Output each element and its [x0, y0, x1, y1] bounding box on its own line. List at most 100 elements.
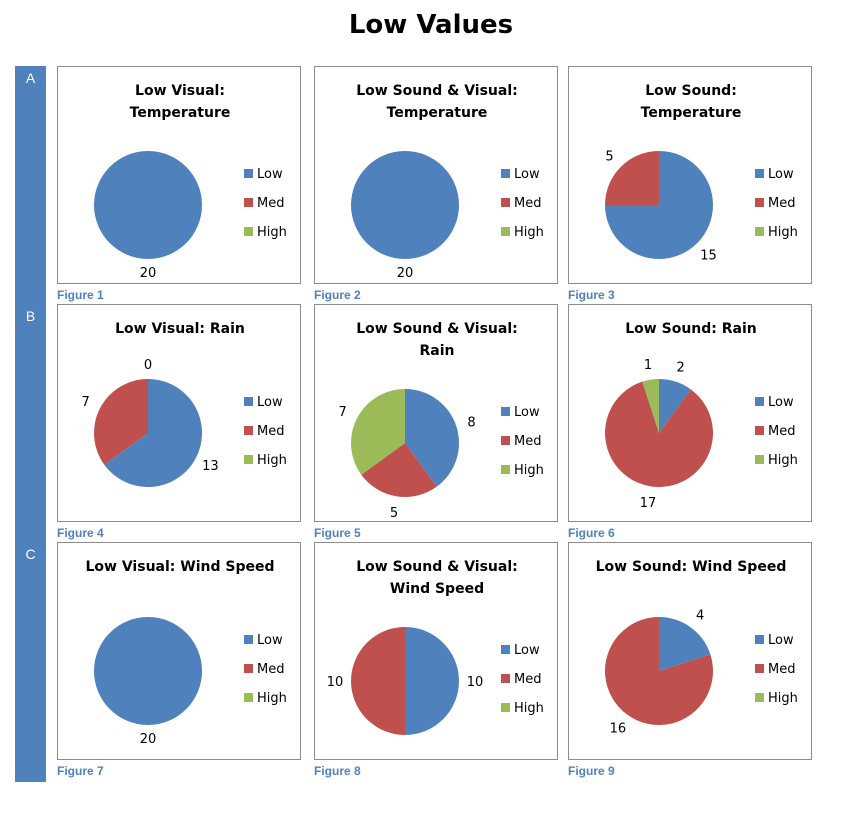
- legend-label-med: Med: [768, 662, 795, 677]
- legend-swatch-low: [244, 169, 253, 178]
- figure-caption: Figure 5: [314, 526, 361, 540]
- pie-chart-5: Low Sound & Visual: Rain 8 5 7 Low Med High: [314, 304, 558, 522]
- data-label-high: 7: [338, 405, 346, 420]
- data-label-high: 1: [644, 358, 652, 373]
- legend-label-low: Low: [768, 633, 794, 648]
- row-label-a: A: [25, 70, 36, 86]
- chart-title: Temperature: [130, 105, 231, 121]
- figure-caption: Figure 6: [568, 526, 615, 540]
- pie-chart-svg: Low Visual: Rain 13 7 0 Low Med High: [81, 321, 287, 487]
- pie-slice-med: [605, 381, 713, 487]
- data-label-low: 20: [140, 732, 157, 747]
- chart-title: Low Sound: Rain: [625, 321, 756, 337]
- data-label-low: 15: [700, 248, 717, 263]
- row-label-c: C: [25, 546, 36, 562]
- pie-slice-low: [405, 627, 459, 735]
- legend-swatch-high: [244, 227, 253, 236]
- legend-label-high: High: [768, 453, 798, 468]
- pie-slice-med: [361, 443, 437, 497]
- legend-swatch-med: [755, 198, 764, 207]
- data-label-low: 20: [140, 266, 157, 281]
- pie-chart-svg: Low Sound & Visual: Temperature 20 Low Med Hi…: [351, 83, 544, 281]
- pie-chart-4: Low Visual: Rain 13 7 0 Low Med High: [57, 304, 301, 522]
- legend-label-high: High: [257, 691, 287, 706]
- legend-label-high: High: [257, 453, 287, 468]
- legend-label-high: High: [257, 225, 287, 240]
- legend-swatch-low: [501, 645, 510, 654]
- pie-chart-3: Low Sound: Temperature 15 5 Low Med High: [568, 66, 812, 284]
- chart-title: Low Visual: Wind Speed: [86, 559, 275, 575]
- legend-label-low: Low: [514, 643, 540, 658]
- pie-chart-svg: Low Visual: Temperature 20 Low Med High: [94, 83, 287, 281]
- legend-label-med: Med: [257, 662, 284, 677]
- pie-slice-low: [351, 151, 459, 259]
- legend-label-med: Med: [768, 424, 795, 439]
- legend-label-low: Low: [257, 167, 283, 182]
- chart-title: Low Sound & Visual:: [356, 559, 518, 575]
- data-label-low: 20: [397, 266, 414, 281]
- legend-swatch-med: [244, 664, 253, 673]
- figure-caption: Figure 9: [568, 764, 615, 778]
- pie-slice-med: [94, 379, 148, 465]
- figure-caption: Figure 7: [57, 764, 104, 778]
- legend-swatch-med: [244, 426, 253, 435]
- legend-label-low: Low: [514, 167, 540, 182]
- pie-slice-low: [104, 379, 203, 487]
- chart-title: Wind Speed: [390, 581, 484, 597]
- legend-label-low: Low: [514, 405, 540, 420]
- legend-label-high: High: [768, 691, 798, 706]
- legend-swatch-high: [755, 227, 764, 236]
- pie-chart-1: Low Visual: Temperature 20 Low Med High: [57, 66, 301, 284]
- data-label-low: 10: [467, 675, 484, 690]
- legend-swatch-med: [244, 198, 253, 207]
- pie-slice-med: [351, 627, 405, 735]
- data-label-med: 17: [640, 496, 657, 511]
- figure-caption: Figure 8: [314, 764, 361, 778]
- pie-chart-svg: Low Sound & Visual: Rain 8 5 7 Low Med High: [338, 321, 543, 521]
- data-label-med: 5: [605, 150, 613, 165]
- legend-label-high: High: [514, 701, 544, 716]
- pie-slice-low: [94, 151, 202, 259]
- page-title: Low Values: [348, 10, 514, 40]
- legend-swatch-med: [755, 426, 764, 435]
- data-label-low: 8: [467, 415, 475, 430]
- figure-caption: Figure 2: [314, 288, 361, 302]
- legend-swatch-low: [244, 397, 253, 406]
- chart-title: Temperature: [387, 105, 488, 121]
- pie-slice-high: [351, 389, 405, 475]
- chart-title: Low Visual:: [135, 83, 225, 99]
- legend-swatch-med: [755, 664, 764, 673]
- pie-chart-9: Low Sound: Wind Speed 4 16 Low Med High: [568, 542, 812, 760]
- legend-label-med: Med: [257, 424, 284, 439]
- data-label-med: 7: [81, 395, 89, 410]
- pie-slice-med: [605, 151, 659, 205]
- chart-title: Rain: [420, 343, 455, 359]
- legend-label-low: Low: [768, 167, 794, 182]
- legend-swatch-low: [501, 169, 510, 178]
- pie-slice-low: [659, 379, 691, 433]
- legend-label-med: Med: [514, 672, 541, 687]
- chart-title: Low Visual: Rain: [115, 321, 245, 337]
- legend-label-med: Med: [514, 434, 541, 449]
- pie-chart-8: Low Sound & Visual: Wind Speed 10 10 Low Med H…: [314, 542, 558, 760]
- figure-caption: Figure 1: [57, 288, 104, 302]
- legend-swatch-low: [755, 169, 764, 178]
- legend-swatch-high: [755, 693, 764, 702]
- legend-swatch-high: [755, 455, 764, 464]
- legend-swatch-low: [755, 397, 764, 406]
- pie-chart-7: Low Visual: Wind Speed 20 Low Med High: [57, 542, 301, 760]
- pie-chart-svg: Low Sound: Temperature 15 5 Low Med High: [605, 83, 798, 263]
- row-label-b: B: [25, 308, 36, 324]
- pie-chart-svg: Low Sound: Rain 2 17 1 Low Med High: [605, 321, 798, 511]
- pie-slice-high: [642, 379, 659, 433]
- chart-title: Low Sound & Visual:: [356, 321, 518, 337]
- legend-swatch-low: [244, 635, 253, 644]
- row-sidebar: [15, 66, 46, 782]
- legend-swatch-high: [501, 703, 510, 712]
- chart-title: Low Sound & Visual:: [356, 83, 518, 99]
- legend-swatch-high: [501, 465, 510, 474]
- data-label-low: 4: [696, 608, 704, 623]
- legend-label-med: Med: [514, 196, 541, 211]
- legend-label-low: Low: [257, 633, 283, 648]
- pie-chart-6: Low Sound: Rain 2 17 1 Low Med High: [568, 304, 812, 522]
